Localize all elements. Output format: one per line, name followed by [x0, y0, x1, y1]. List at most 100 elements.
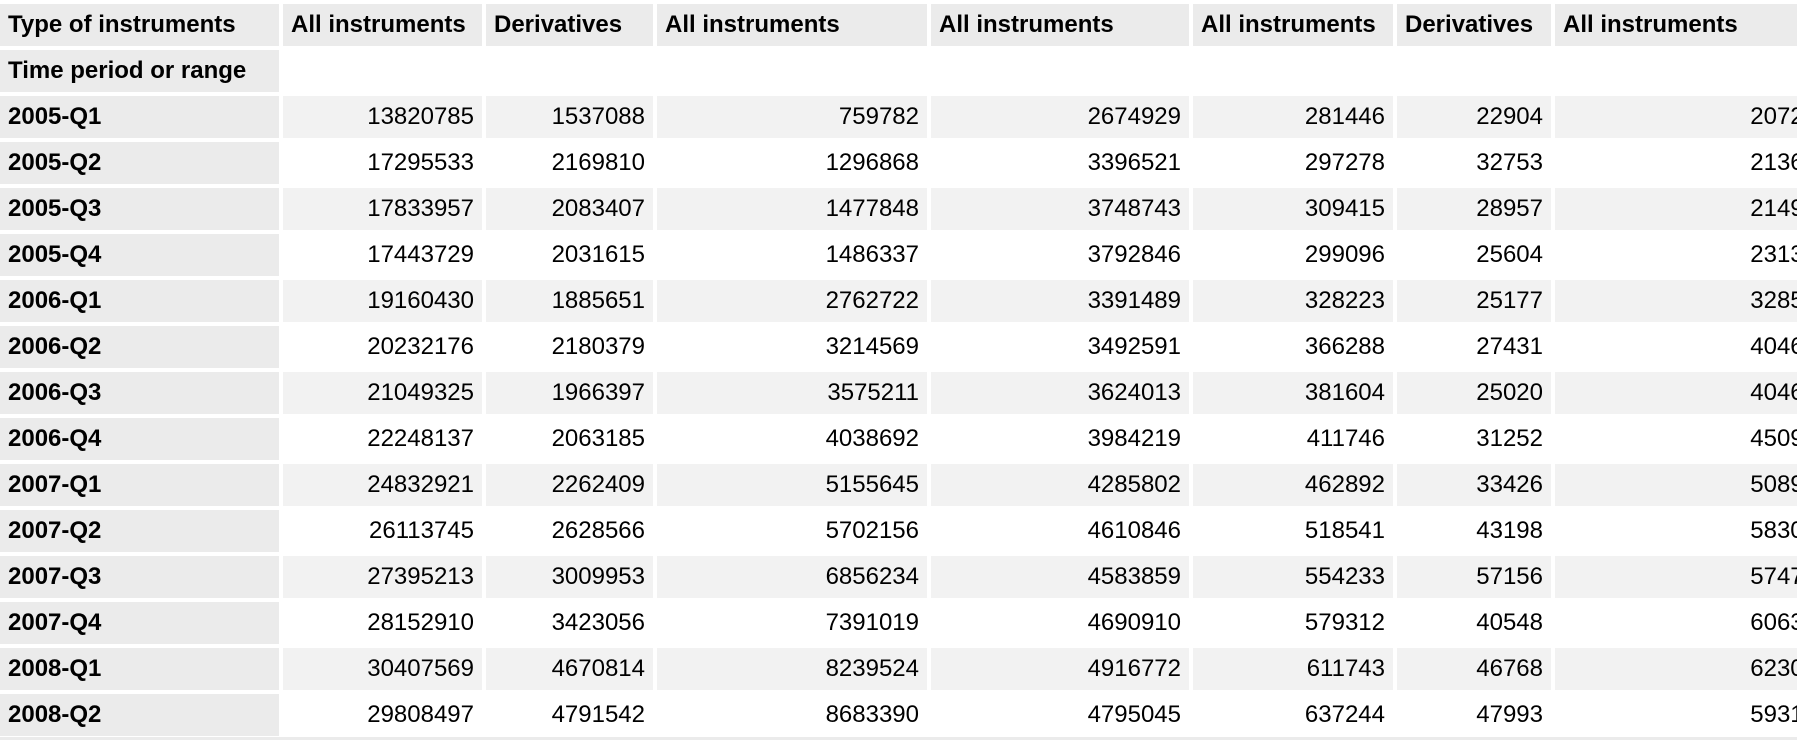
table-cell: 1966397	[486, 372, 653, 414]
table-cell: 17443729	[283, 234, 482, 276]
table-row: 2006-Q4 22248137 2063185 4038692 3984219 4117…	[0, 418, 1797, 460]
column-header: All instruments	[931, 4, 1189, 46]
table-row: 2005-Q2 17295533 2169810 1296868 3396521 2972…	[0, 142, 1797, 184]
table-cell: 3624013	[931, 372, 1189, 414]
table-cell: 3575211	[657, 372, 927, 414]
table-row: 2007-Q1 24832921 2262409 5155645 4285802 4628…	[0, 464, 1797, 506]
table-cell: 59316	[1555, 694, 1797, 736]
table-cell: 1885651	[486, 280, 653, 322]
table-cell: 45098	[1555, 418, 1797, 460]
table-cell: 28152910	[283, 602, 482, 644]
row-header-label-row: Time period or range	[0, 50, 1797, 92]
row-period-label: 2005-Q2	[0, 142, 279, 184]
table-cell: 381604	[1193, 372, 1393, 414]
blank-cell	[283, 50, 1797, 92]
table-cell: 299096	[1193, 234, 1393, 276]
table-cell: 24832921	[283, 464, 482, 506]
table-cell: 40548	[1397, 602, 1551, 644]
table-cell: 33426	[1397, 464, 1551, 506]
table-cell: 2063185	[486, 418, 653, 460]
row-period-label: 2007-Q4	[0, 602, 279, 644]
table-cell: 3984219	[931, 418, 1189, 460]
table-cell: 47993	[1397, 694, 1551, 736]
table-row: 2006-Q3 21049325 1966397 3575211 3624013 3816…	[0, 372, 1797, 414]
row-period-label: 2006-Q1	[0, 280, 279, 322]
table-cell: 25177	[1397, 280, 1551, 322]
table-cell: 309415	[1193, 188, 1393, 230]
table-cell: 3396521	[931, 142, 1189, 184]
table-row: 2008-Q2 29808497 4791542 8683390 4795045 6372…	[0, 694, 1797, 736]
table-cell: 25604	[1397, 234, 1551, 276]
column-header: All instruments	[657, 4, 927, 46]
row-period-label: 2007-Q1	[0, 464, 279, 506]
column-header: All instruments	[1555, 4, 1797, 46]
row-period-label: 2005-Q4	[0, 234, 279, 276]
row-period-label: 2006-Q4	[0, 418, 279, 460]
column-header: Derivatives	[486, 4, 653, 46]
table-cell: 1537088	[486, 96, 653, 138]
table-cell: 637244	[1193, 694, 1393, 736]
column-header-row: Type of instruments All instruments Deri…	[0, 4, 1797, 46]
table-cell: 2762722	[657, 280, 927, 322]
table-cell: 57156	[1397, 556, 1551, 598]
table-cell: 4038692	[657, 418, 927, 460]
table-cell: 58307	[1555, 510, 1797, 552]
row-header-label: Time period or range	[0, 50, 279, 92]
column-header: All instruments	[283, 4, 482, 46]
table-row: 2007-Q4 28152910 3423056 7391019 4690910 5793…	[0, 602, 1797, 644]
table-cell: 8683390	[657, 694, 927, 736]
table-cell: 27431	[1397, 326, 1551, 368]
table-cell: 3792846	[931, 234, 1189, 276]
row-period-label: 2005-Q3	[0, 188, 279, 230]
table-cell: 3009953	[486, 556, 653, 598]
table-cell: 2169810	[486, 142, 653, 184]
table-cell: 554233	[1193, 556, 1393, 598]
table-cell: 8239524	[657, 648, 927, 690]
table-cell: 27395213	[283, 556, 482, 598]
table-cell: 32856	[1555, 280, 1797, 322]
table-cell: 2031615	[486, 234, 653, 276]
table-cell: 31252	[1397, 418, 1551, 460]
table-cell: 43198	[1397, 510, 1551, 552]
row-period-label: 2006-Q3	[0, 372, 279, 414]
column-header: Derivatives	[1397, 4, 1551, 46]
table-cell: 17833957	[283, 188, 482, 230]
table-cell: 26113745	[283, 510, 482, 552]
table-cell: 21361	[1555, 142, 1797, 184]
table-cell: 4690910	[931, 602, 1189, 644]
table-cell: 579312	[1193, 602, 1393, 644]
table-cell: 6856234	[657, 556, 927, 598]
table-cell: 23131	[1555, 234, 1797, 276]
column-header: All instruments	[1193, 4, 1393, 46]
table-cell: 2180379	[486, 326, 653, 368]
table-cell: 3423056	[486, 602, 653, 644]
table-cell: 1486337	[657, 234, 927, 276]
table-cell: 28957	[1397, 188, 1551, 230]
table-cell: 297278	[1193, 142, 1393, 184]
table-cell: 19160430	[283, 280, 482, 322]
table-cell: 2083407	[486, 188, 653, 230]
table-cell: 3492591	[931, 326, 1189, 368]
table-cell: 29808497	[283, 694, 482, 736]
table-cell: 20720	[1555, 96, 1797, 138]
table-cell: 2262409	[486, 464, 653, 506]
table-cell: 3391489	[931, 280, 1189, 322]
table-cell: 57478	[1555, 556, 1797, 598]
table-cell: 518541	[1193, 510, 1393, 552]
table-cell: 46768	[1397, 648, 1551, 690]
table-cell: 4583859	[931, 556, 1189, 598]
table-cell: 60630	[1555, 602, 1797, 644]
table-row: 2007-Q2 26113745 2628566 5702156 4610846 5185…	[0, 510, 1797, 552]
table-row: 2005-Q3 17833957 2083407 1477848 3748743 3094…	[0, 188, 1797, 230]
table-cell: 13820785	[283, 96, 482, 138]
table-cell: 281446	[1193, 96, 1393, 138]
table-row: 2005-Q4 17443729 2031615 1486337 3792846 2990…	[0, 234, 1797, 276]
table-cell: 5155645	[657, 464, 927, 506]
table-cell: 4610846	[931, 510, 1189, 552]
table-cell: 25020	[1397, 372, 1551, 414]
table-cell: 22248137	[283, 418, 482, 460]
table-cell: 611743	[1193, 648, 1393, 690]
table-row: 2006-Q1 19160430 1885651 2762722 3391489 3282…	[0, 280, 1797, 322]
